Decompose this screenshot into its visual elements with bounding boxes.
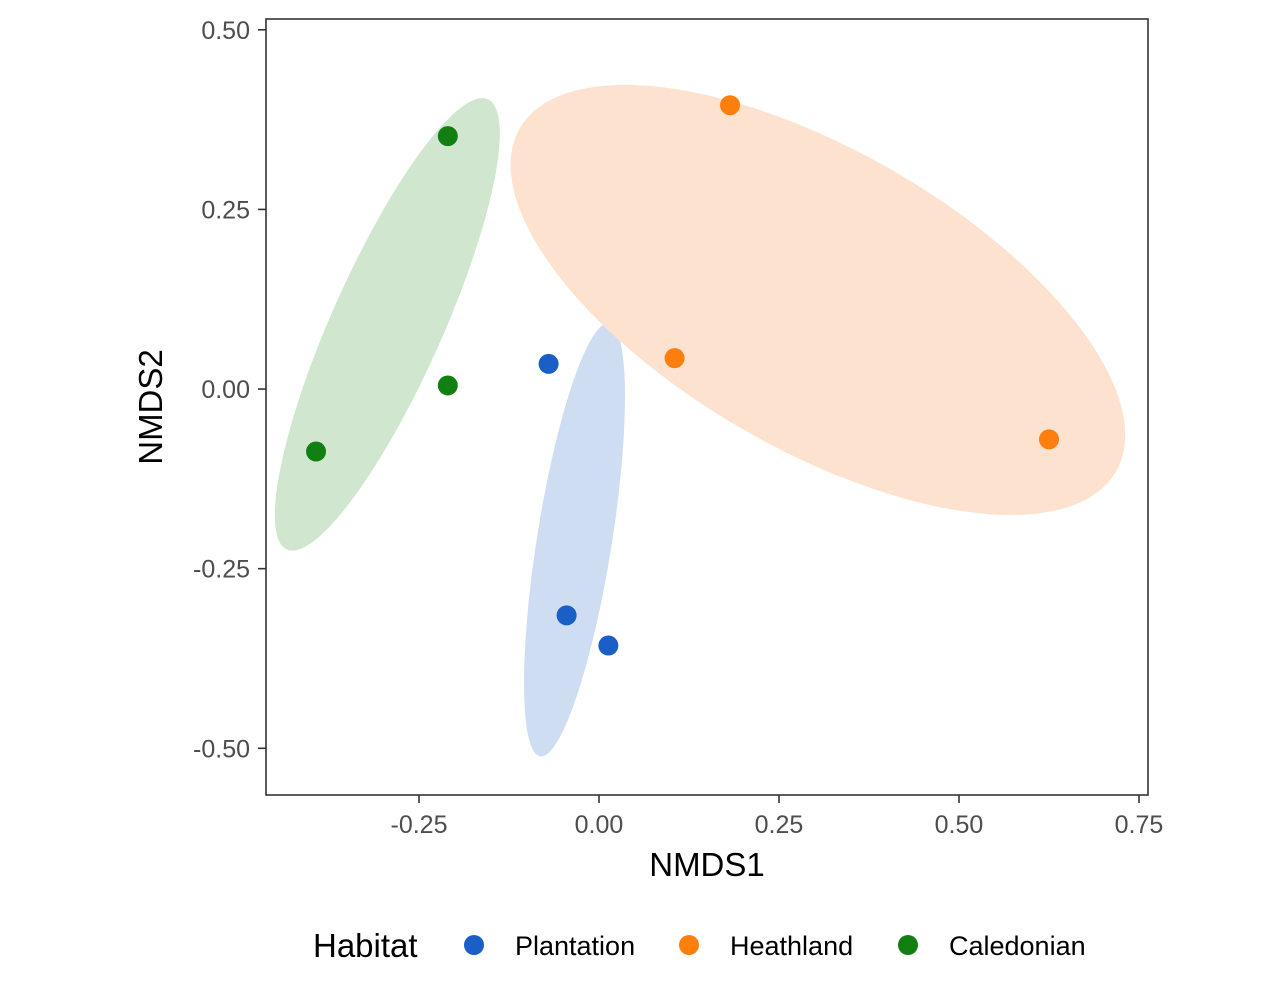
x-axis-title: NMDS1 — [649, 846, 765, 883]
point-caledonian-2 — [437, 375, 458, 396]
ellipse-layer — [274, 84, 1126, 757]
point-heathland-1 — [720, 95, 741, 116]
y-tick-label: 0.50 — [201, 17, 250, 45]
x-tick-label: 0.25 — [755, 811, 804, 839]
y-tick-label: 0.00 — [201, 376, 250, 404]
point-heathland-2 — [664, 348, 685, 369]
x-tick-label: -0.25 — [391, 811, 448, 839]
x-tick-label: 0.50 — [935, 811, 984, 839]
x-axis: -0.25 0.00 0.25 0.50 0.75 — [391, 795, 1164, 839]
legend-label-caledonian: Caledonian — [949, 931, 1086, 961]
point-heathland-3 — [1039, 429, 1059, 450]
ellipse-caledonian — [274, 98, 500, 551]
point-caledonian-3 — [306, 441, 327, 462]
legend-label-heathland: Heathland — [730, 931, 853, 961]
legend-key-heathland — [679, 935, 699, 955]
point-caledonian-1 — [437, 126, 458, 147]
legend: Habitat Plantation Heathland Caledonian — [313, 927, 1086, 964]
legend-key-plantation — [464, 935, 484, 955]
legend-title: Habitat — [313, 927, 418, 964]
y-tick-label: -0.50 — [193, 735, 250, 763]
x-tick-label: 0.00 — [575, 811, 624, 839]
point-plantation-2 — [556, 605, 577, 626]
point-plantation-1 — [538, 353, 559, 374]
y-axis: -0.50 -0.25 0.00 0.25 0.50 — [193, 17, 266, 763]
x-tick-label: 0.75 — [1115, 811, 1164, 839]
ellipse-heathland — [510, 84, 1126, 515]
y-axis-title: NMDS2 — [132, 349, 169, 465]
legend-key-caledonian — [898, 935, 918, 955]
point-layer — [306, 95, 1059, 656]
point-plantation-3 — [598, 635, 619, 656]
plot-area — [274, 84, 1126, 757]
y-tick-label: 0.25 — [201, 196, 250, 224]
ellipse-plantation — [524, 323, 625, 757]
y-tick-label: -0.25 — [193, 556, 250, 584]
panel-border — [265, 18, 1149, 796]
legend-label-plantation: Plantation — [515, 931, 635, 961]
